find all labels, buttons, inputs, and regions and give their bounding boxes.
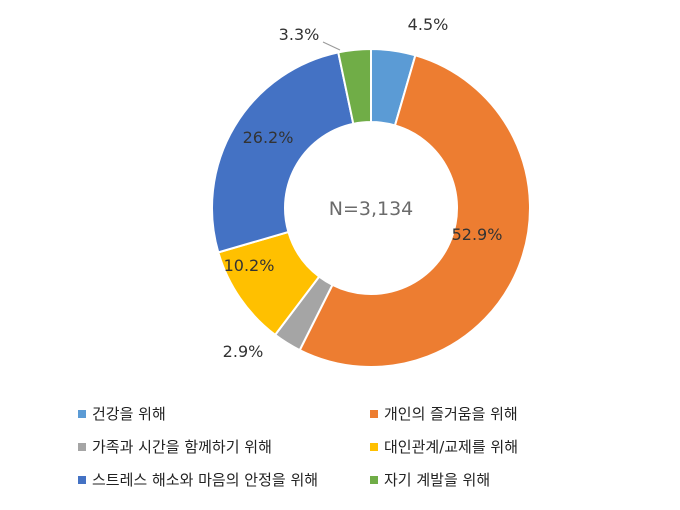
legend-item-3: 가족과 시간을 함께하기 위해 [78,438,272,456]
data-label-4: 10.2% [224,256,275,275]
donut-hole [285,122,457,294]
legend-label-2: 개인의 즐거움을 위해 [384,405,518,423]
legend-item-4: 대인관계/교제를 위해 [370,438,518,456]
legend-label-4: 대인관계/교제를 위해 [384,438,518,456]
legend-item-5: 스트레스 해소와 마음의 안정을 위해 [78,471,318,489]
legend-label-6: 자기 계발을 위해 [384,471,490,489]
legend-label-1: 건강을 위해 [92,405,166,423]
legend-item-1: 건강을 위해 [78,405,166,423]
legend-swatch-5 [78,476,86,484]
data-label-3: 2.9% [223,342,264,361]
center-label: N=3,134 [329,198,414,220]
data-label-6: 3.3% [279,25,320,44]
legend-swatch-4 [370,443,378,451]
data-label-5: 26.2% [243,128,294,147]
legend-item-2: 개인의 즐거움을 위해 [370,405,518,423]
data-label-1: 4.5% [408,15,449,34]
leader-line [322,41,341,51]
legend-swatch-3 [78,443,86,451]
legend-swatch-6 [370,476,378,484]
legend-label-3: 가족과 시간을 함께하기 위해 [92,438,272,456]
legend-label-5: 스트레스 해소와 마음의 안정을 위해 [92,471,318,489]
legend-item-6: 자기 계발을 위해 [370,471,490,489]
data-label-2: 52.9% [452,225,503,244]
legend-swatch-1 [78,410,86,418]
legend-swatch-2 [370,410,378,418]
labels-layer: 4.5% 52.9% 2.9% 10.2% 26.2% 3.3% [223,15,503,361]
